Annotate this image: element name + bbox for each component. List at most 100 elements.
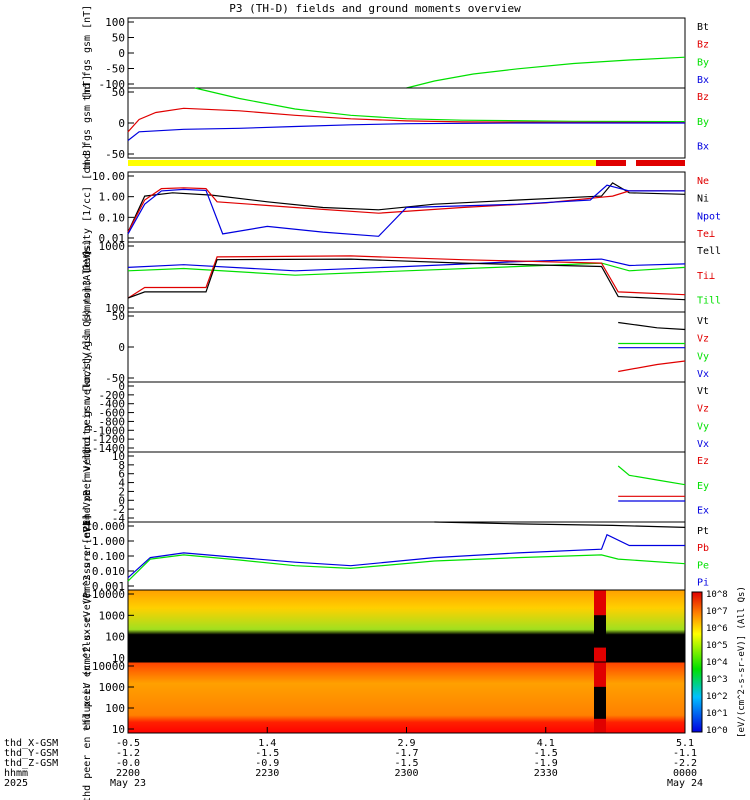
panel-peir_spec: thd peir en eflux eV (cm^2-s-sr-eV)10000… [82,521,686,731]
x-tick-label: -1.5 [394,758,418,769]
series-Ey [617,465,686,486]
series-Bz [127,107,686,133]
x-tick-label: -0.5 [116,738,140,749]
y-tick-label: -2 [112,503,125,516]
legend-By: By [697,117,709,128]
y-tick-label: -1200 [92,433,125,446]
y-tick-label: -1400 [92,442,125,455]
y-tick-label: 0.010 [92,565,125,578]
series-Pi [127,533,685,579]
x-tick-label: -1.5 [534,748,558,759]
y-tick-label: 100 [105,16,125,29]
y-tick-label: 0 [118,380,125,393]
x-tick-label: -2.2 [673,758,697,769]
spectrogram-gap [594,686,606,719]
y-tick-label: 0 [118,341,125,354]
legend-Bz: Bz [697,40,709,51]
panel-frame [127,17,686,89]
y-tick-label: 1.00 [99,191,126,204]
legend-Ez: Ez [697,456,709,467]
legend-Vx: Vx [697,369,709,380]
colorbar-label: [eV/(cm^2-s-sr-eV)] (All Qs) [737,586,747,738]
legend-By: By [697,57,709,68]
y-tick-label: 1000 [99,681,126,694]
legend-Npot: Npot [697,211,721,222]
x-tick-label: 0000 [673,768,697,779]
y-tick-label: 10 [112,450,125,463]
x-row-label: thd_Y-GSM [4,748,58,759]
colorbar-tick: 10^2 [706,692,728,702]
legend-Ey: Ey [697,481,709,492]
y-tick-label: -200 [99,389,126,402]
panel-fgs_gsm_1: thd fgs gsm [nT] 100 50 0 -50 -100 Bt Bz By Bx [82,5,709,101]
series-By [406,56,686,89]
y-tick-label: 1000 [99,609,126,622]
y-tick-label: 0 [118,494,125,507]
legend-Te⊥: Te⊥ [697,229,715,240]
panel-frame [127,451,686,523]
panel-peer_spec: thd peer en eflux eV (cm^2-s-sr-eV)10000… [82,592,686,800]
plot-title: P3 (TH-D) fields and ground moments over… [229,2,521,15]
series-Ne [127,187,685,233]
y-tick-label: 10.000 [85,520,125,533]
y-tick-label: 0.001 [92,580,125,593]
colorbar-tick: 10^6 [706,624,728,634]
x-row-label: thd_Z-GSM [4,758,58,769]
legend-Vy: Vy [697,421,709,432]
series-Ti⊥ [127,255,686,299]
panel-frame [127,311,686,383]
series-Ti⊥ [127,258,686,272]
x-tick-label: May 23 [110,778,146,789]
y-axis-label: Pressure [nPa] [82,514,93,598]
series-Ni [127,182,686,233]
legend-Ex: Ex [697,506,709,517]
legend-Bx: Bx [697,75,709,86]
y-axis-label: mom3 [eV] [82,250,93,304]
panel-peer_vel: thd peer velocity gsm [km/s](All Qs) 0-20… [82,309,709,526]
x-tick-label: -1.2 [116,748,140,759]
y-tick-label: -1000 [92,424,125,437]
legend-Bz: Bz [697,92,709,103]
x-tick-label: 2230 [255,768,279,779]
x-tick-label: May 24 [667,778,703,789]
legend-Ti⊥: Ti⊥ [697,271,715,282]
y-tick-label: -600 [99,407,126,420]
x-tick-label: -1.9 [534,758,558,769]
y-tick-label: 1.000 [92,535,125,548]
y-tick-label: 2 [118,485,125,498]
y-tick-label: -50 [105,372,125,385]
legend-Bx: Bx [697,142,709,153]
colorbar-tick: 10^0 [706,726,728,736]
x-tick-label: 2200 [116,768,140,779]
y-tick-label: 100 [105,631,125,644]
legend-Vx: Vx [697,439,709,450]
y-tick-label: -400 [99,398,126,411]
x-tick-label: -1.5 [255,748,279,759]
legend-Tell: Tell [697,246,721,257]
y-tick-label: 8 [118,459,125,472]
y-tick-label: 10 [112,652,125,665]
y-tick-label: 0 [118,117,125,130]
series-Pt [434,521,686,528]
panel-pressure: Pressure [nPa]10.000 1.000 0.100 0.010 0.001… [82,514,709,598]
series-Vt [618,321,686,331]
y-tick-label: 0.100 [92,550,125,563]
series-Npot [127,184,685,237]
series-Vz [618,360,686,373]
y-tick-label: 50 [112,310,125,323]
y-tick-label: 10.00 [92,170,125,183]
x-tick-label: 1.4 [258,738,276,749]
x-tick-label: -1.7 [394,748,418,759]
legend-Vz: Vz [697,334,709,345]
x-tick-label: 2330 [534,768,558,779]
series-Tell [127,258,686,301]
colorbar-tick: 10^3 [706,675,728,685]
colorbar-tick: 10^4 [706,658,728,668]
colorbar-tick: 10^1 [706,709,728,719]
y-tick-label: 1000 [99,240,126,253]
y-tick-label: 100 [105,702,125,715]
series-Pe [127,554,686,582]
series-Till [127,262,686,276]
